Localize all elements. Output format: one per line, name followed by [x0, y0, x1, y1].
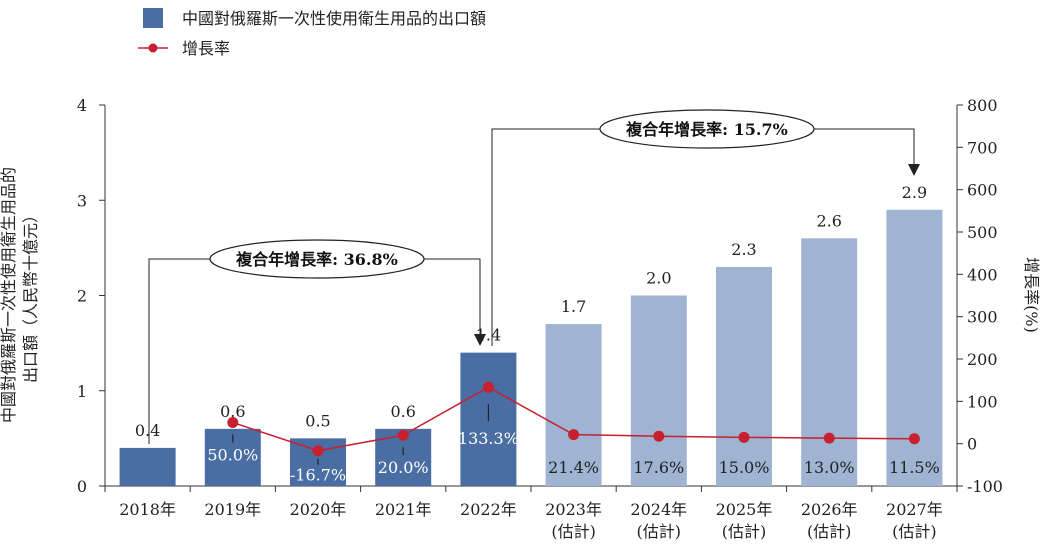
- left-tick-label: 0: [77, 477, 87, 496]
- bar-value-label: 1.7: [561, 297, 586, 316]
- growth-marker: [227, 417, 239, 428]
- bar: [886, 209, 943, 486]
- cagr-annotation-1: 複合年增長率: 36.8%: [148, 239, 486, 444]
- growth-value-label: -16.7%: [290, 466, 346, 485]
- growth-value-label: 15.0%: [719, 458, 770, 477]
- right-tick-label: 0: [967, 435, 977, 454]
- cagr-1-bubble: [209, 239, 425, 279]
- bar-value-label: 0.5: [305, 411, 330, 430]
- right-axis: -100 0 100 200 300 400 500 600 700 800: [956, 96, 1003, 496]
- growth-value-label: 13.0%: [804, 458, 855, 477]
- growth-layer: 50.0% -16.7% 20.0% 133.3% 21.4% 17.6% 15.0% 13.…: [207, 381, 940, 485]
- bar-value-label: 2.0: [646, 269, 671, 288]
- right-tick-label: 500: [967, 223, 998, 242]
- right-tick-label: -100: [967, 477, 1003, 496]
- right-axis-title: 增長率(%): [1022, 257, 1041, 333]
- right-tick-label: 200: [967, 350, 998, 369]
- bar: [545, 324, 602, 486]
- category-label: 2027年: [886, 500, 943, 519]
- category-label: (估計): [722, 522, 767, 541]
- left-axis-title-line1: 中國對俄羅斯一次性使用衛生用品的: [0, 167, 18, 423]
- legend-line-marker: [148, 43, 158, 53]
- category-label: 2023年: [545, 500, 602, 519]
- category-label: (估計): [551, 522, 596, 541]
- cagr-1-arrowhead: [474, 334, 486, 346]
- growth-value-label: 20.0%: [378, 458, 429, 477]
- growth-value-label: 21.4%: [548, 458, 599, 477]
- bar: [630, 295, 687, 486]
- growth-marker: [397, 429, 409, 441]
- growth-marker: [823, 432, 835, 444]
- bar-value-label: 2.3: [731, 240, 756, 259]
- legend-bar-label: 中國對俄羅斯一次性使用衛生用品的出口額: [182, 9, 486, 28]
- cagr-2-bracket: [491, 128, 602, 346]
- right-axis-ticks: -100 0 100 200 300 400 500 600 700 800: [957, 96, 1003, 496]
- right-tick-label: 100: [967, 392, 998, 411]
- legend: 中國對俄羅斯一次性使用衛生用品的出口額 增長率: [138, 8, 486, 58]
- left-tick-label: 1: [77, 382, 87, 401]
- cagr-1-bracket: [148, 258, 212, 444]
- bar-value-label: 2.6: [816, 211, 841, 230]
- right-tick-label: 600: [967, 181, 998, 200]
- category-label: 2021年: [375, 500, 432, 519]
- cagr-2-bubble: [599, 109, 815, 149]
- bars-layer: 0.40.60.50.61.41.72.02.32.62.9: [119, 183, 943, 486]
- right-tick-label: 800: [967, 96, 998, 115]
- bar-value-label: 2.9: [902, 183, 927, 202]
- bar: [801, 238, 858, 486]
- bar: [119, 447, 176, 486]
- growth-marker: [653, 430, 665, 442]
- category-label: 2024年: [630, 500, 687, 519]
- left-axis-ticks: 0 1 2 3 4: [77, 96, 105, 496]
- category-label: (估計): [637, 522, 682, 541]
- legend-line-label: 增長率: [182, 39, 230, 58]
- category-label: (估計): [892, 522, 937, 541]
- left-axis: 0 1 2 3 4: [77, 96, 106, 496]
- category-label: 2022年: [460, 500, 517, 519]
- growth-marker: [482, 381, 494, 393]
- category-labels: 2018年 2019年 2020年 2021年 2022年 2023年 (估計) 2024年 (…: [104, 486, 958, 541]
- cagr-1-bracket-right: [422, 258, 481, 334]
- growth-marker: [568, 429, 580, 441]
- left-axis-title-line2: 出口額（人民幣十億元）: [21, 207, 40, 383]
- bar: [716, 266, 772, 486]
- growth-value-label: 11.5%: [889, 458, 940, 477]
- growth-marker: [908, 433, 920, 445]
- bar-value-label: 0.6: [390, 402, 415, 421]
- bar-value-label: 0.4: [135, 421, 160, 440]
- category-label: 2019年: [204, 500, 261, 519]
- cagr-2-label: 複合年增長率: 15.7%: [625, 120, 788, 139]
- category-label: 2018年: [119, 500, 176, 519]
- growth-value-label: 50.0%: [207, 446, 258, 465]
- category-label: 2026年: [801, 500, 858, 519]
- cagr-2-bracket-right: [812, 128, 915, 164]
- category-label: 2025年: [716, 500, 773, 519]
- right-tick-label: 300: [967, 308, 998, 327]
- growth-value-label: 133.3%: [458, 429, 519, 448]
- category-label: (估計): [807, 522, 852, 541]
- bar-value-label: 0.6: [220, 402, 245, 421]
- cagr-annotation-2: 複合年增長率: 15.7%: [491, 109, 920, 346]
- growth-value-label: 17.6%: [633, 458, 684, 477]
- left-tick-label: 4: [77, 96, 87, 115]
- growth-marker: [738, 431, 750, 443]
- legend-bar-swatch: [143, 8, 163, 28]
- right-tick-label: 700: [967, 138, 998, 157]
- left-tick-label: 2: [77, 287, 87, 306]
- category-label: 2020年: [290, 500, 347, 519]
- cagr-1-label: 複合年增長率: 36.8%: [235, 250, 398, 269]
- cagr-2-arrowhead: [908, 164, 920, 176]
- left-tick-label: 3: [77, 191, 87, 210]
- growth-marker: [312, 445, 324, 457]
- right-tick-label: 400: [967, 265, 998, 284]
